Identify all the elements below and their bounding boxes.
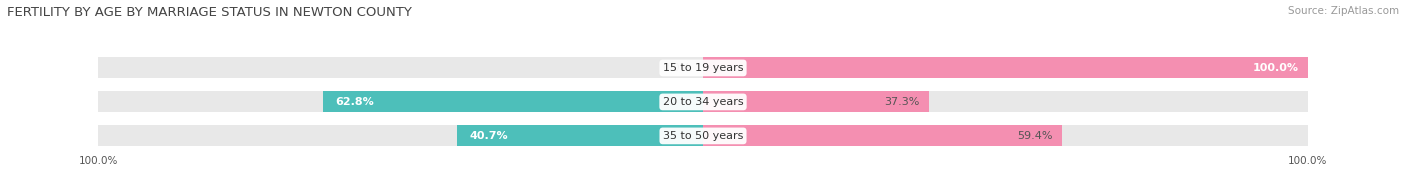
Bar	[703, 125, 1062, 146]
Text: 0.0%: 0.0%	[662, 63, 690, 73]
Text: Source: ZipAtlas.com: Source: ZipAtlas.com	[1288, 6, 1399, 16]
Bar	[703, 91, 1308, 113]
Bar	[457, 125, 703, 146]
Bar	[323, 91, 703, 113]
Text: FERTILITY BY AGE BY MARRIAGE STATUS IN NEWTON COUNTY: FERTILITY BY AGE BY MARRIAGE STATUS IN N…	[7, 6, 412, 19]
Text: 100.0%: 100.0%	[1253, 63, 1299, 73]
Text: 15 to 19 years: 15 to 19 years	[662, 63, 744, 73]
Bar	[703, 57, 1308, 78]
Bar	[98, 91, 703, 113]
Text: 59.4%: 59.4%	[1018, 131, 1053, 141]
Text: 20 to 34 years: 20 to 34 years	[662, 97, 744, 107]
Bar	[98, 125, 703, 146]
Text: 35 to 50 years: 35 to 50 years	[662, 131, 744, 141]
Bar	[703, 125, 1308, 146]
Bar	[98, 57, 703, 78]
Bar	[703, 57, 1308, 78]
Text: 40.7%: 40.7%	[470, 131, 508, 141]
Text: 37.3%: 37.3%	[884, 97, 920, 107]
Bar	[703, 91, 928, 113]
Text: 62.8%: 62.8%	[336, 97, 374, 107]
